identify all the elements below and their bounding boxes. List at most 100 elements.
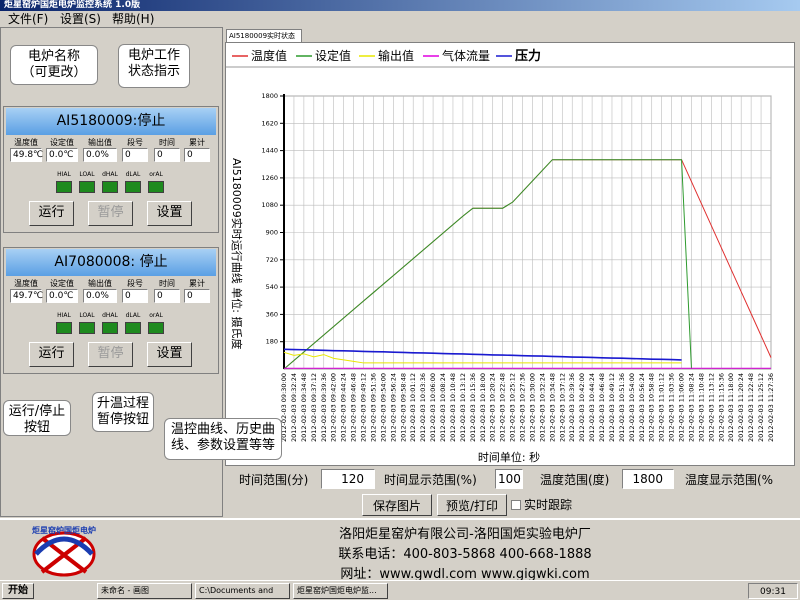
x-tick-label: 2012-02-03 09:46:48 xyxy=(350,373,358,442)
legend-label: 气体流量 xyxy=(442,48,490,63)
x-tick-label: 2012-02-03 10:01:12 xyxy=(409,373,417,442)
x-tick-label: 2012-02-03 10:56:24 xyxy=(638,373,646,442)
x-tick-label: 2012-02-03 11:18:00 xyxy=(727,373,735,442)
field-value: 0 xyxy=(184,148,210,162)
button[interactable]: 预览/打印 xyxy=(437,494,507,516)
taskbar-item[interactable]: 未命名 - 画图 xyxy=(97,583,192,599)
checkbox[interactable] xyxy=(511,500,521,510)
field-label: 输出值 xyxy=(88,279,112,288)
alarm-light xyxy=(56,181,72,193)
x-tick-label: 2012-02-03 11:10:48 xyxy=(697,373,705,442)
taskbar-item[interactable]: 炬星窑炉国炬电炉监... xyxy=(293,583,388,599)
menu-item[interactable]: 文件(F) xyxy=(8,12,49,26)
input[interactable]: 1800 xyxy=(622,469,674,489)
field-value: 49.7℃ xyxy=(10,289,43,303)
callout: 电炉工作 状态指示 xyxy=(118,44,190,88)
x-tick-label: 2012-02-03 10:27:36 xyxy=(519,373,527,442)
x-tick-label: 2012-02-03 09:42:00 xyxy=(330,373,338,442)
x-tick-label: 2012-02-03 10:32:24 xyxy=(538,373,546,442)
alarm-label: orAL xyxy=(149,171,163,178)
field-value: 49.8℃ xyxy=(10,148,43,162)
x-tick-label: 2012-02-03 11:01:12 xyxy=(658,373,666,442)
x-tick-label: 2012-02-03 10:06:00 xyxy=(429,373,437,442)
menu-item[interactable]: 设置(S) xyxy=(60,12,101,26)
button[interactable]: 设置 xyxy=(147,342,192,367)
x-axis-label: 时间单位: 秒 xyxy=(478,450,540,464)
device-box: AI5180009:停止 温度值 49.8℃ 设定值 0.0℃ 输出值 0.0% 段号 0 时间 0… xyxy=(3,106,219,233)
y-tick-label: 1800 xyxy=(261,92,278,100)
alarm-label: LOAL xyxy=(79,312,95,319)
x-tick-label: 2012-02-03 11:22:48 xyxy=(747,373,755,442)
callout: 电炉名称 （可更改） xyxy=(10,45,98,85)
alarm-label: dHAL xyxy=(102,312,118,319)
callout: 升温过程 暂停按钮 xyxy=(92,392,154,432)
alarm-light xyxy=(56,322,72,334)
chart-controls: 时间范围(分) 120 时间显示范围(%) 100 温度范围(度) 1800 温度显示范围(… xyxy=(225,466,800,517)
taskbar-item[interactable]: C:\Documents and Se... xyxy=(195,583,290,599)
x-tick-label: 2012-02-03 10:18:00 xyxy=(479,373,487,442)
label: 时间显示范围(%) xyxy=(384,473,477,487)
field-value: 0.0% xyxy=(83,289,117,303)
button[interactable]: 暂停 xyxy=(88,342,133,367)
button[interactable]: 保存图片 xyxy=(362,494,432,516)
series-line xyxy=(283,348,682,361)
menu-bar: 文件(F) 设置(S) 帮助(H) xyxy=(0,11,800,27)
field-value: 0.0℃ xyxy=(46,289,78,303)
field-label: 时间 xyxy=(159,138,175,147)
y-tick-label: 540 xyxy=(266,283,278,291)
x-tick-label: 2012-02-03 10:54:00 xyxy=(628,373,636,442)
field-label: 温度值 xyxy=(14,138,38,147)
alarm-light xyxy=(102,181,118,193)
input[interactable]: 100 xyxy=(495,469,523,489)
x-tick-label: 2012-02-03 10:39:36 xyxy=(568,373,576,442)
x-tick-label: 2012-02-03 11:25:12 xyxy=(757,373,765,442)
x-tick-label: 2012-02-03 10:58:48 xyxy=(648,373,656,442)
label: 时间范围(分) xyxy=(239,473,309,487)
x-tick-label: 2012-02-03 10:49:12 xyxy=(608,373,616,442)
x-tick-label: 2012-02-03 11:15:36 xyxy=(717,373,725,442)
field-label: 累计 xyxy=(189,138,205,147)
y-axis-label: AI5180009实时运行曲线 单位: 摄氏度 xyxy=(230,158,244,349)
field-value: 0 xyxy=(122,148,148,162)
tab[interactable]: AI5180009实时状态曲线 xyxy=(226,29,302,52)
button[interactable]: 设置 xyxy=(147,201,192,226)
y-tick-label: 1260 xyxy=(261,174,278,182)
start-button[interactable]: 开始 xyxy=(2,583,34,599)
alarm-light xyxy=(125,181,141,193)
field-label: 设定值 xyxy=(50,138,74,147)
logo-text: 炬星窑炉国炬电炉 xyxy=(32,525,96,535)
alarm-light xyxy=(148,322,164,334)
alarm-light xyxy=(102,322,118,334)
y-tick-label: 1080 xyxy=(261,201,278,209)
x-tick-label: 2012-02-03 10:10:48 xyxy=(449,373,457,442)
device-header: AI5180009:停止 xyxy=(6,108,216,135)
alarm-label: dHAL xyxy=(102,171,118,178)
menu-item[interactable]: 帮助(H) xyxy=(112,12,155,26)
footer-text: 洛阳炬星窑炉有限公司-洛阳国炬实验电炉厂 xyxy=(339,527,591,542)
series-line xyxy=(283,159,692,370)
y-tick-label: 360 xyxy=(266,310,278,318)
alarm-label: orAL xyxy=(149,312,163,319)
button[interactable]: 暂停 xyxy=(88,201,133,226)
field-label: 输出值 xyxy=(88,138,112,147)
x-tick-label: 2012-02-03 09:32:24 xyxy=(290,373,298,442)
y-tick-label: 180 xyxy=(266,338,278,346)
button[interactable]: 运行 xyxy=(29,342,74,367)
alarm-light xyxy=(79,181,95,193)
input[interactable]: 120 xyxy=(321,469,375,489)
y-tick-label: 720 xyxy=(266,256,278,264)
alarm-light xyxy=(125,322,141,334)
x-tick-label: 2012-02-03 11:03:36 xyxy=(668,373,676,442)
x-tick-label: 2012-02-03 09:49:12 xyxy=(360,373,368,442)
device-panel: AI5180009:停止 温度值 49.8℃ 设定值 0.0℃ 输出值 0.0% 段号 0 时间 0… xyxy=(0,27,223,517)
footer-text: 网址：www.gwdl.com www.gigwki.com xyxy=(340,567,590,582)
button[interactable]: 运行 xyxy=(29,201,74,226)
alarm-label: HIAL xyxy=(57,312,71,319)
x-tick-label: 2012-02-03 09:39:36 xyxy=(320,373,328,442)
label: 温度显示范围(% xyxy=(685,473,774,487)
x-tick-label: 2012-02-03 10:44:24 xyxy=(588,373,596,442)
alarm-light xyxy=(148,181,164,193)
alarm-light xyxy=(79,322,95,334)
footer-text: 联系电话：400-803-5868 400-668-1888 xyxy=(338,547,592,562)
x-tick-label: 2012-02-03 09:44:24 xyxy=(340,373,348,442)
